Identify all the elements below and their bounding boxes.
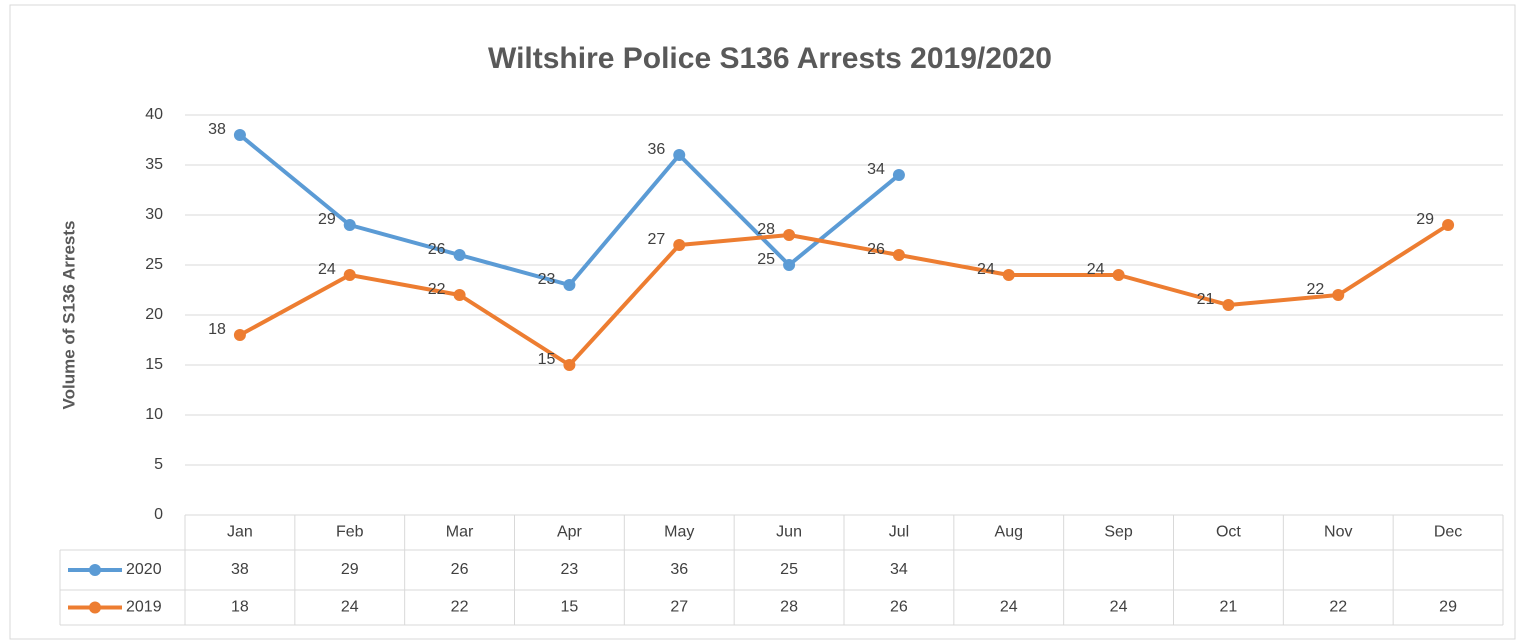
table-cell: 29 bbox=[1439, 599, 1457, 616]
x-tick-label: Nov bbox=[1324, 524, 1352, 541]
y-axis-label: Volume of S136 Arrests bbox=[59, 221, 78, 410]
data-label: 21 bbox=[1197, 291, 1215, 308]
data-label: 29 bbox=[1416, 211, 1434, 228]
table-cell: 25 bbox=[780, 561, 798, 578]
legend-marker bbox=[89, 564, 101, 576]
x-tick-label: Sep bbox=[1104, 524, 1133, 541]
legend-label: 2019 bbox=[126, 599, 162, 616]
table-cell: 26 bbox=[451, 561, 469, 578]
data-label: 26 bbox=[867, 241, 885, 258]
data-point bbox=[892, 169, 905, 181]
data-point bbox=[783, 229, 796, 241]
data-label: 22 bbox=[428, 281, 446, 298]
data-point bbox=[1112, 269, 1125, 281]
x-tick-label: Jun bbox=[776, 524, 802, 541]
data-label: 27 bbox=[647, 231, 665, 248]
data-point bbox=[453, 289, 466, 301]
y-tick-label: 5 bbox=[154, 456, 163, 473]
data-label: 24 bbox=[318, 261, 336, 278]
data-label: 24 bbox=[1087, 261, 1105, 278]
table-cell: 18 bbox=[231, 599, 249, 616]
table-cell: 34 bbox=[890, 561, 908, 578]
table-cell: 36 bbox=[670, 561, 688, 578]
data-label: 26 bbox=[428, 241, 446, 258]
table-cell: 21 bbox=[1220, 599, 1238, 616]
data-label: 34 bbox=[867, 161, 885, 178]
x-tick-label: May bbox=[664, 524, 694, 541]
y-tick-label: 20 bbox=[145, 306, 163, 323]
y-tick-label: 0 bbox=[154, 506, 163, 523]
table-cell: 27 bbox=[670, 599, 688, 616]
data-point bbox=[233, 129, 246, 141]
data-point bbox=[892, 249, 905, 261]
y-tick-label: 15 bbox=[145, 356, 163, 373]
data-point bbox=[673, 149, 686, 161]
data-point bbox=[563, 359, 576, 371]
chart-title: Wiltshire Police S136 Arrests 2019/2020 bbox=[488, 42, 1052, 75]
data-point bbox=[233, 329, 246, 341]
data-point bbox=[453, 249, 466, 261]
table-cell: 24 bbox=[1110, 599, 1128, 616]
table-cell: 38 bbox=[231, 561, 249, 578]
table-cell: 24 bbox=[341, 599, 359, 616]
data-point bbox=[783, 259, 796, 271]
x-tick-label: Apr bbox=[557, 524, 583, 541]
data-label: 22 bbox=[1306, 281, 1324, 298]
table-cell: 29 bbox=[341, 561, 359, 578]
y-tick-label: 40 bbox=[145, 106, 163, 123]
table-cell: 15 bbox=[561, 599, 579, 616]
data-point bbox=[1332, 289, 1345, 301]
table-cell: 23 bbox=[561, 561, 579, 578]
data-label: 29 bbox=[318, 211, 336, 228]
x-tick-label: Jan bbox=[227, 524, 253, 541]
data-label: 23 bbox=[538, 271, 556, 288]
data-point bbox=[343, 269, 356, 281]
data-label: 28 bbox=[757, 221, 775, 238]
x-tick-label: Mar bbox=[446, 524, 474, 541]
x-tick-label: Oct bbox=[1216, 524, 1241, 541]
table-cell: 22 bbox=[451, 599, 469, 616]
x-tick-label: Dec bbox=[1434, 524, 1462, 541]
data-label: 24 bbox=[977, 261, 995, 278]
y-tick-label: 35 bbox=[145, 156, 163, 173]
table-cell: 26 bbox=[890, 599, 908, 616]
y-tick-label: 10 bbox=[145, 406, 163, 423]
table-cell: 28 bbox=[780, 599, 798, 616]
y-tick-label: 25 bbox=[145, 256, 163, 273]
y-tick-label: 30 bbox=[145, 206, 163, 223]
x-tick-label: Jul bbox=[889, 524, 909, 541]
data-label: 38 bbox=[208, 121, 226, 138]
x-tick-label: Feb bbox=[336, 524, 364, 541]
data-point bbox=[673, 239, 686, 251]
x-tick-label: Aug bbox=[995, 524, 1023, 541]
data-label: 15 bbox=[538, 351, 556, 368]
data-point bbox=[1222, 299, 1235, 311]
chart-frame bbox=[9, 4, 1516, 640]
data-point bbox=[1442, 219, 1455, 231]
data-label: 36 bbox=[647, 141, 665, 158]
data-point bbox=[1002, 269, 1015, 281]
table-cell: 24 bbox=[1000, 599, 1018, 616]
data-label: 25 bbox=[757, 251, 775, 268]
table-cell: 22 bbox=[1329, 599, 1347, 616]
data-point bbox=[343, 219, 356, 231]
legend-label: 2020 bbox=[126, 561, 162, 578]
legend-marker bbox=[89, 601, 101, 614]
data-label: 18 bbox=[208, 321, 226, 338]
line-series bbox=[238, 223, 1450, 367]
data-point bbox=[563, 279, 576, 291]
